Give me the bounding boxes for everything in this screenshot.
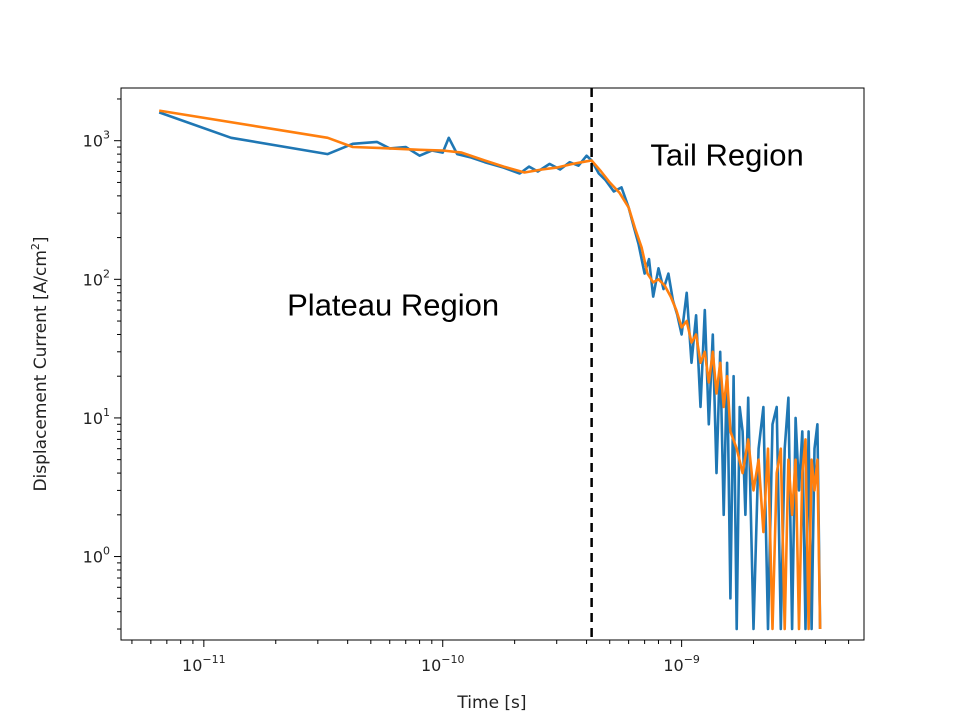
x-tick-label: 10−9 [663,653,700,675]
plot-frame [120,87,865,641]
y-axis-title-sup: 2 [29,243,42,250]
x-axis: 10−11 10−10 10−9 [131,640,850,675]
y-axis-title: Displacement Current [A/cm2] [29,236,51,491]
series-layer [158,109,822,631]
y-axis: 100 101 102 103 [83,98,121,630]
x-axis-title: Time [s] [456,693,526,713]
y-axis-title-tail: ] [31,236,51,243]
x-tick-label: 10−11 [182,653,226,675]
y-tick-label: 103 [83,129,110,151]
y-tick-label: 102 [83,267,110,289]
tail-region-label: Tail Region [650,138,803,173]
x-tick-label: 10−10 [421,653,465,675]
y-tick-label: 101 [83,406,110,428]
y-axis-title-main: Displacement Current [A/cm [31,250,51,491]
y-tick-label: 100 [83,545,110,567]
plateau-region-label: Plateau Region [287,287,499,322]
series-line-2 [158,109,822,631]
